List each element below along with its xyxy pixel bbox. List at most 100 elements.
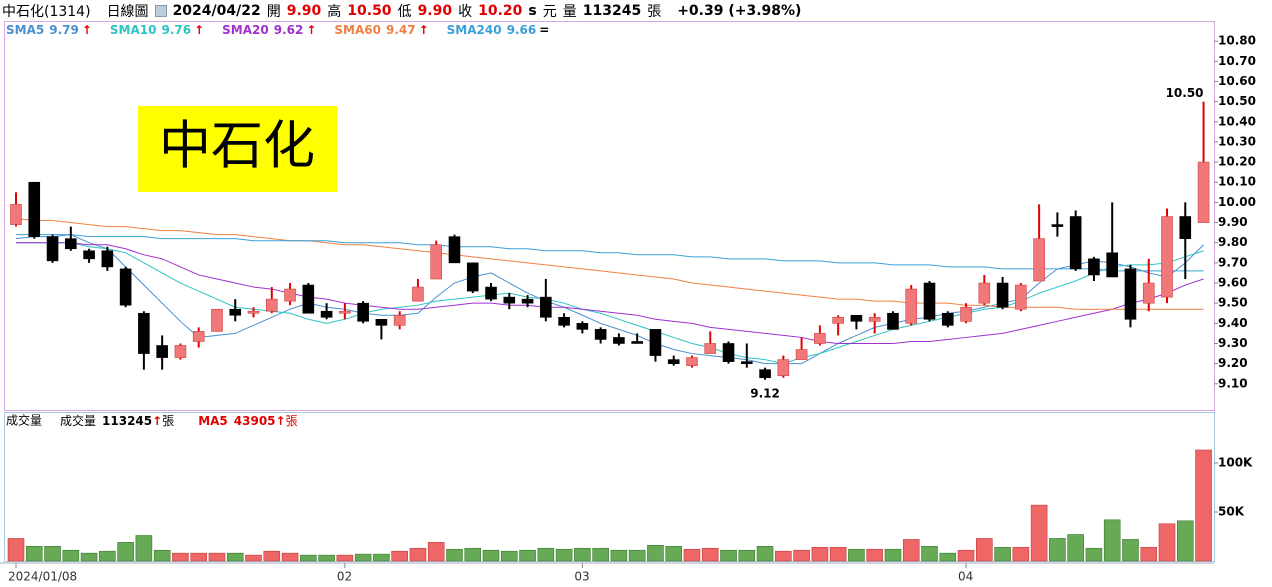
volume-bar — [80, 552, 98, 562]
volume-bar — [756, 545, 774, 562]
volume-legend: 成交量 113245↑張 MA5 43905↑張 — [60, 413, 298, 428]
y-tick-label: 9.90 — [1218, 215, 1248, 229]
low-value: 9.90 — [417, 3, 453, 19]
period: 日線圖 — [106, 4, 149, 20]
volume-bar — [884, 548, 902, 562]
volume-bar — [592, 547, 609, 562]
candle-body — [485, 286, 497, 300]
volume-bar — [62, 549, 80, 562]
candle-body — [540, 296, 552, 318]
volume-bar — [336, 554, 354, 562]
candle-body — [1051, 224, 1064, 227]
candle-body — [138, 312, 150, 354]
candle-body — [83, 250, 95, 260]
candle-body — [448, 236, 461, 264]
candle-body — [1106, 252, 1118, 278]
volume-panel — [4, 412, 1215, 562]
volume-bar — [921, 545, 938, 562]
volume-bar — [902, 539, 920, 562]
volume-bar — [574, 547, 591, 562]
volume-bar — [391, 550, 408, 562]
candle-body — [192, 331, 205, 342]
candle-body — [1015, 284, 1027, 310]
candle-body — [156, 345, 168, 358]
y-tick-label: 50K — [1218, 504, 1245, 518]
candle-body — [795, 349, 808, 360]
legend-label: SMA240 — [447, 23, 502, 37]
volume-bar — [427, 542, 445, 562]
candle-body — [996, 282, 1009, 308]
candle-body — [412, 286, 424, 302]
price-panel — [4, 21, 1215, 411]
y-tick-label: 10.10 — [1218, 175, 1256, 189]
candle-body — [375, 319, 388, 326]
candle-body — [814, 333, 826, 344]
open-value: 9.90 — [286, 3, 322, 19]
volume-bar — [500, 550, 518, 562]
high-label: 高 — [327, 4, 342, 20]
candle-body — [1033, 238, 1045, 282]
volume-bar — [1122, 539, 1139, 562]
volume-bar — [446, 548, 463, 562]
volume-bar — [117, 542, 134, 562]
candle-body — [265, 298, 278, 312]
volume-bar — [720, 549, 737, 562]
candle-body — [777, 359, 790, 377]
close-value: 10.20 — [478, 3, 523, 19]
y-tick-label: 9.30 — [1218, 336, 1248, 350]
volume-bar — [683, 548, 701, 562]
candle-body — [10, 204, 22, 225]
date: 2024/04/22 — [172, 3, 261, 19]
legend-label: SMA5 — [6, 23, 44, 37]
volume-bar — [25, 545, 43, 562]
sma-line — [16, 234, 1204, 272]
unit: 元 — [542, 4, 557, 20]
period-toggle[interactable] — [154, 5, 167, 17]
candle-body — [211, 308, 223, 332]
overlay-box — [138, 106, 337, 192]
volume-bar — [793, 549, 810, 562]
annotation: 9.12 — [750, 386, 780, 400]
overlay-label: 中石化 — [159, 117, 315, 177]
y-tick-label: 10.50 — [1218, 94, 1256, 108]
volume-bar — [1103, 519, 1121, 562]
candle-body — [174, 345, 187, 358]
volume-bar — [1140, 546, 1158, 562]
volume-bar — [208, 552, 226, 562]
volume-title: 成交量 — [6, 413, 42, 428]
volume-bar — [555, 548, 573, 562]
y-tick-label: 9.60 — [1218, 276, 1248, 290]
candle-body — [850, 314, 863, 322]
volume-bar — [829, 546, 847, 562]
volume-bar — [153, 549, 171, 562]
volume-bar — [701, 547, 719, 562]
legend-value: 9.76 — [161, 23, 191, 37]
volume-bar — [281, 552, 299, 562]
legend-trend: ↑ — [276, 414, 286, 428]
volume-bar — [1049, 538, 1066, 562]
y-tick-label: 9.50 — [1218, 296, 1248, 310]
candle-body — [667, 359, 680, 364]
volume-bar — [464, 547, 482, 562]
legend-trend: ↑ — [82, 23, 92, 37]
volume-bar — [7, 538, 25, 562]
volume-bar — [1158, 523, 1176, 562]
high-value: 10.50 — [347, 3, 392, 19]
volume-bar — [939, 552, 957, 562]
low-label: 低 — [397, 4, 412, 20]
volume-bar — [866, 548, 883, 562]
volume-bar — [647, 545, 664, 562]
legend-label: SMA60 — [334, 23, 381, 37]
candle-body — [722, 343, 735, 362]
volume-bar — [99, 550, 116, 562]
y-tick-label: 10.40 — [1218, 114, 1256, 128]
annotation: 10.50 — [1166, 86, 1204, 100]
candle-body — [740, 361, 753, 364]
volume-bar — [1085, 547, 1103, 562]
y-tick-label: 10.30 — [1218, 134, 1256, 148]
candle-body — [65, 238, 77, 250]
candle-body — [466, 262, 479, 292]
x-tick-label: 04 — [958, 570, 973, 584]
